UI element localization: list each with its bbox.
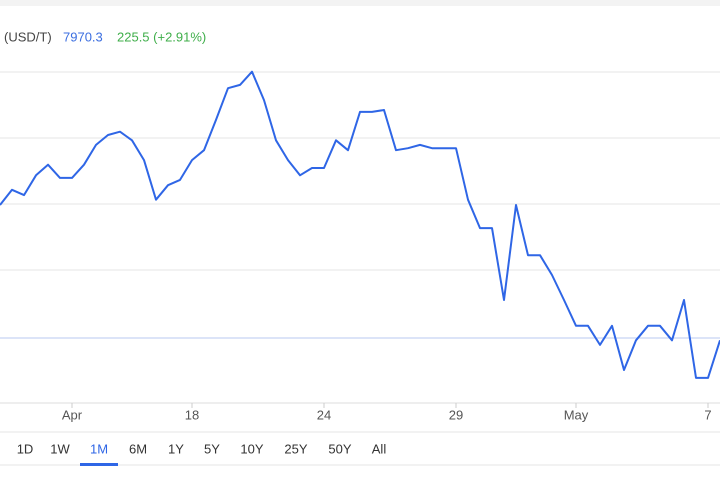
x-tick-label: May [564,407,589,422]
range-button[interactable]: 50Y [328,441,351,456]
selected-underline [80,463,118,466]
x-tick-label: 7 [704,407,711,422]
top-strip [0,0,720,6]
x-tick-label: 29 [449,407,463,422]
range-button[interactable]: 1Y [168,441,184,456]
range-button[interactable]: All [372,441,387,456]
range-button[interactable]: 1M [90,441,108,456]
change-label: 225.5 (+2.91%) [117,29,206,44]
price-label: 7970.3 [63,29,103,44]
range-button[interactable]: 1W [50,441,70,456]
x-tick-label: 18 [185,407,199,422]
range-button[interactable]: 1D [17,441,34,456]
range-button[interactable]: 10Y [240,441,263,456]
range-button[interactable]: 6M [129,441,147,456]
x-tick-label: Apr [62,407,83,422]
price-line [0,70,720,379]
x-tick-label: 24 [317,407,331,422]
range-button[interactable]: 25Y [284,441,307,456]
unit-label: (USD/T) [4,29,52,44]
range-button[interactable]: 5Y [204,441,220,456]
grid [0,71,720,271]
